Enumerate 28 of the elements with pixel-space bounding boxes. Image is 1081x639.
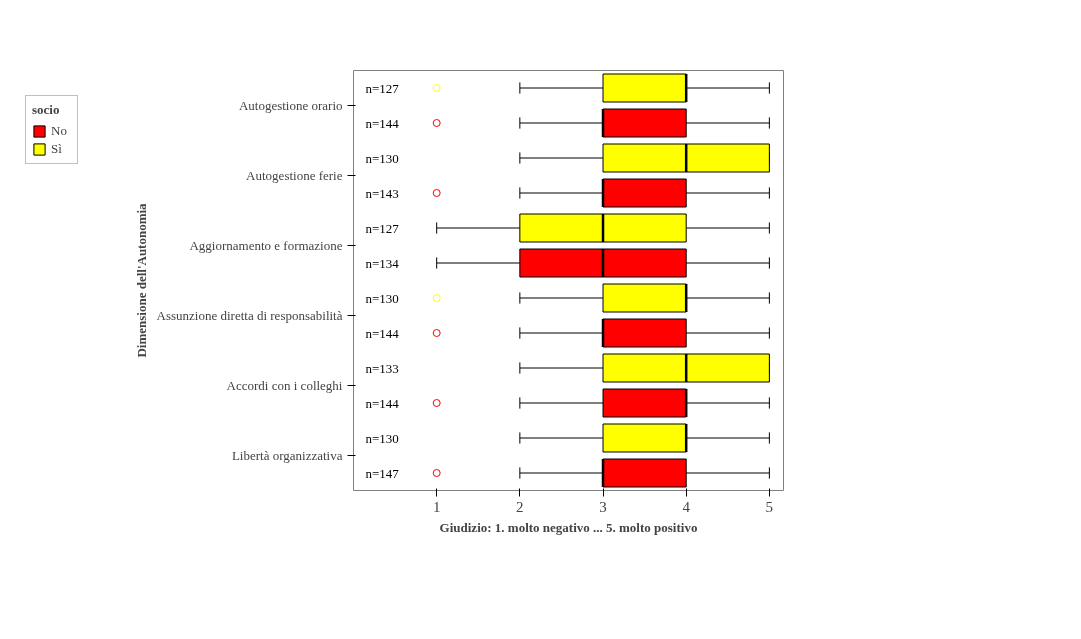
- annotation: n=144: [365, 395, 400, 411]
- legend-label: Sì: [51, 141, 63, 157]
- y-tick-label: Autogestione orario: [238, 98, 343, 113]
- y-tick-label: Aggiornamento e formazione: [189, 238, 343, 253]
- y-tick-label: Assunzione diretta di responsabilità: [156, 308, 343, 323]
- annotation: n=130: [365, 430, 399, 446]
- annotation: n=127: [365, 220, 400, 236]
- annotation: n=127: [365, 80, 400, 96]
- annotation: n=134: [365, 255, 400, 271]
- x-axis-title: Giudizio: 1. molto negativo ... 5. molto positivo: [439, 519, 698, 535]
- x-tick-label: 4: [682, 498, 691, 515]
- annotation: n=144: [365, 115, 400, 131]
- legend-label: No: [51, 123, 68, 139]
- annotation: n=147: [365, 465, 400, 481]
- y-tick-label: Libertà organizzativa: [231, 448, 343, 463]
- y-tick-label: Accordi con i colleghi: [226, 378, 343, 393]
- annotation: n=130: [365, 290, 399, 306]
- x-tick-label: 5: [765, 498, 774, 515]
- annotation: n=130: [365, 150, 399, 166]
- annotation: n=143: [365, 185, 399, 201]
- x-tick-label: 2: [516, 498, 524, 515]
- y-axis-title: Dimensione dell'Autonomia: [133, 202, 149, 358]
- annotation: n=133: [365, 360, 399, 376]
- y-tick-label: Autogestione ferie: [246, 168, 343, 183]
- legend-title: socio: [32, 102, 61, 118]
- x-tick-label: 1: [432, 498, 441, 515]
- annotation: n=144: [365, 325, 400, 341]
- x-tick-label: 3: [599, 498, 607, 515]
